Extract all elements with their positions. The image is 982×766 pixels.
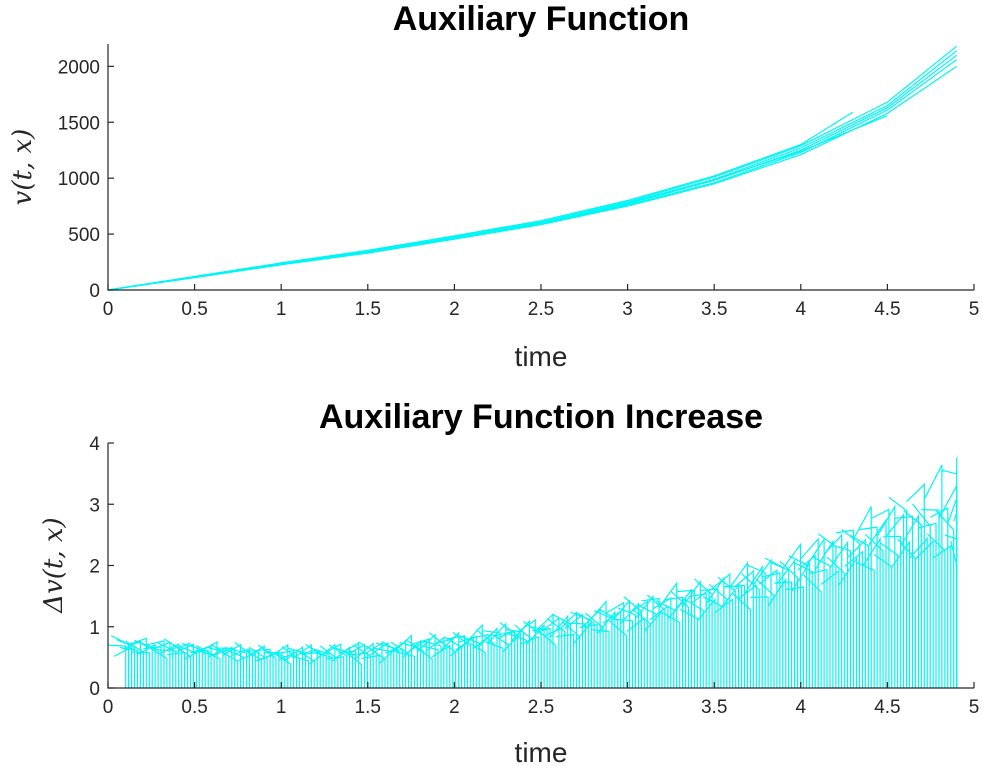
x-tick-label: 1.5 — [355, 299, 381, 320]
y-tick-label: 1000 — [58, 169, 100, 190]
series-line — [122, 504, 958, 688]
y-tick-label: 2000 — [58, 57, 100, 78]
x-tick-label: 0 — [103, 299, 114, 320]
axes-frame — [107, 443, 974, 689]
ticks-group: 0 0.5 1 1.5 2 2.5 3 3.5 4 4.5 5 0 1 2 3 4 — [89, 434, 979, 718]
series-group — [107, 45, 958, 291]
y-tick-label: 0 — [89, 679, 100, 700]
x-tick-label: 3 — [622, 299, 633, 320]
x-tick-label: 4 — [796, 299, 807, 320]
x-tick-label: 4 — [796, 697, 807, 718]
x-tick-label: 2.5 — [528, 697, 554, 718]
series-line — [107, 54, 958, 291]
series-line — [119, 537, 958, 688]
x-tick-label: 0.5 — [181, 299, 207, 320]
series-line — [107, 50, 958, 291]
series-line — [107, 485, 958, 688]
series-line — [116, 498, 958, 688]
x-tick-label: 0.5 — [181, 697, 207, 718]
x-tick-label: 2 — [449, 299, 460, 320]
x-axis-label: time — [515, 341, 568, 372]
series-line — [107, 65, 958, 291]
y-tick-label: 0 — [89, 281, 100, 302]
x-tick-label: 5 — [969, 299, 980, 320]
chart-auxiliary-function: Auxiliary Function time v(t, x) 0 0.5 1 1.5… — [8, 0, 979, 372]
y-tick-label: 1500 — [58, 113, 100, 134]
series-line — [113, 522, 958, 688]
x-tick-label: 4.5 — [874, 697, 900, 718]
x-tick-label: 1.5 — [355, 697, 381, 718]
series-line — [107, 115, 888, 291]
chart-auxiliary-function-increase: Auxiliary Function Increase time Δv(t, x… — [39, 398, 979, 766]
x-tick-label: 3.5 — [701, 697, 727, 718]
y-tick-label: 1 — [89, 618, 100, 639]
x-tick-label: 0 — [103, 697, 114, 718]
chart-title: Auxiliary Function Increase — [319, 398, 763, 436]
x-tick-label: 2 — [449, 697, 460, 718]
ticks-group: 0 0.5 1 1.5 2 2.5 3 3.5 4 4.5 5 0 500 1000 1500 2000 — [58, 57, 980, 320]
series-line — [107, 59, 958, 291]
x-tick-label: 4.5 — [874, 299, 900, 320]
series-group — [107, 457, 958, 688]
x-tick-label: 3.5 — [701, 299, 727, 320]
y-axis-label: v(t, x) — [8, 129, 38, 206]
y-tick-label: 4 — [89, 434, 100, 455]
y-axis-label: Δv(t, x) — [39, 517, 69, 613]
x-tick-label: 1 — [276, 299, 287, 320]
y-tick-label: 3 — [89, 495, 100, 516]
series-line — [107, 45, 958, 291]
x-tick-label: 2.5 — [528, 299, 554, 320]
x-tick-label: 1 — [276, 697, 287, 718]
x-tick-label: 3 — [622, 697, 633, 718]
x-tick-label: 5 — [969, 697, 980, 718]
y-tick-label: 2 — [89, 557, 100, 578]
chart-title: Auxiliary Function — [393, 0, 690, 38]
series-line — [107, 111, 854, 291]
x-axis-label: time — [515, 737, 568, 766]
axes-frame — [107, 44, 974, 291]
y-tick-label: 500 — [68, 225, 100, 246]
